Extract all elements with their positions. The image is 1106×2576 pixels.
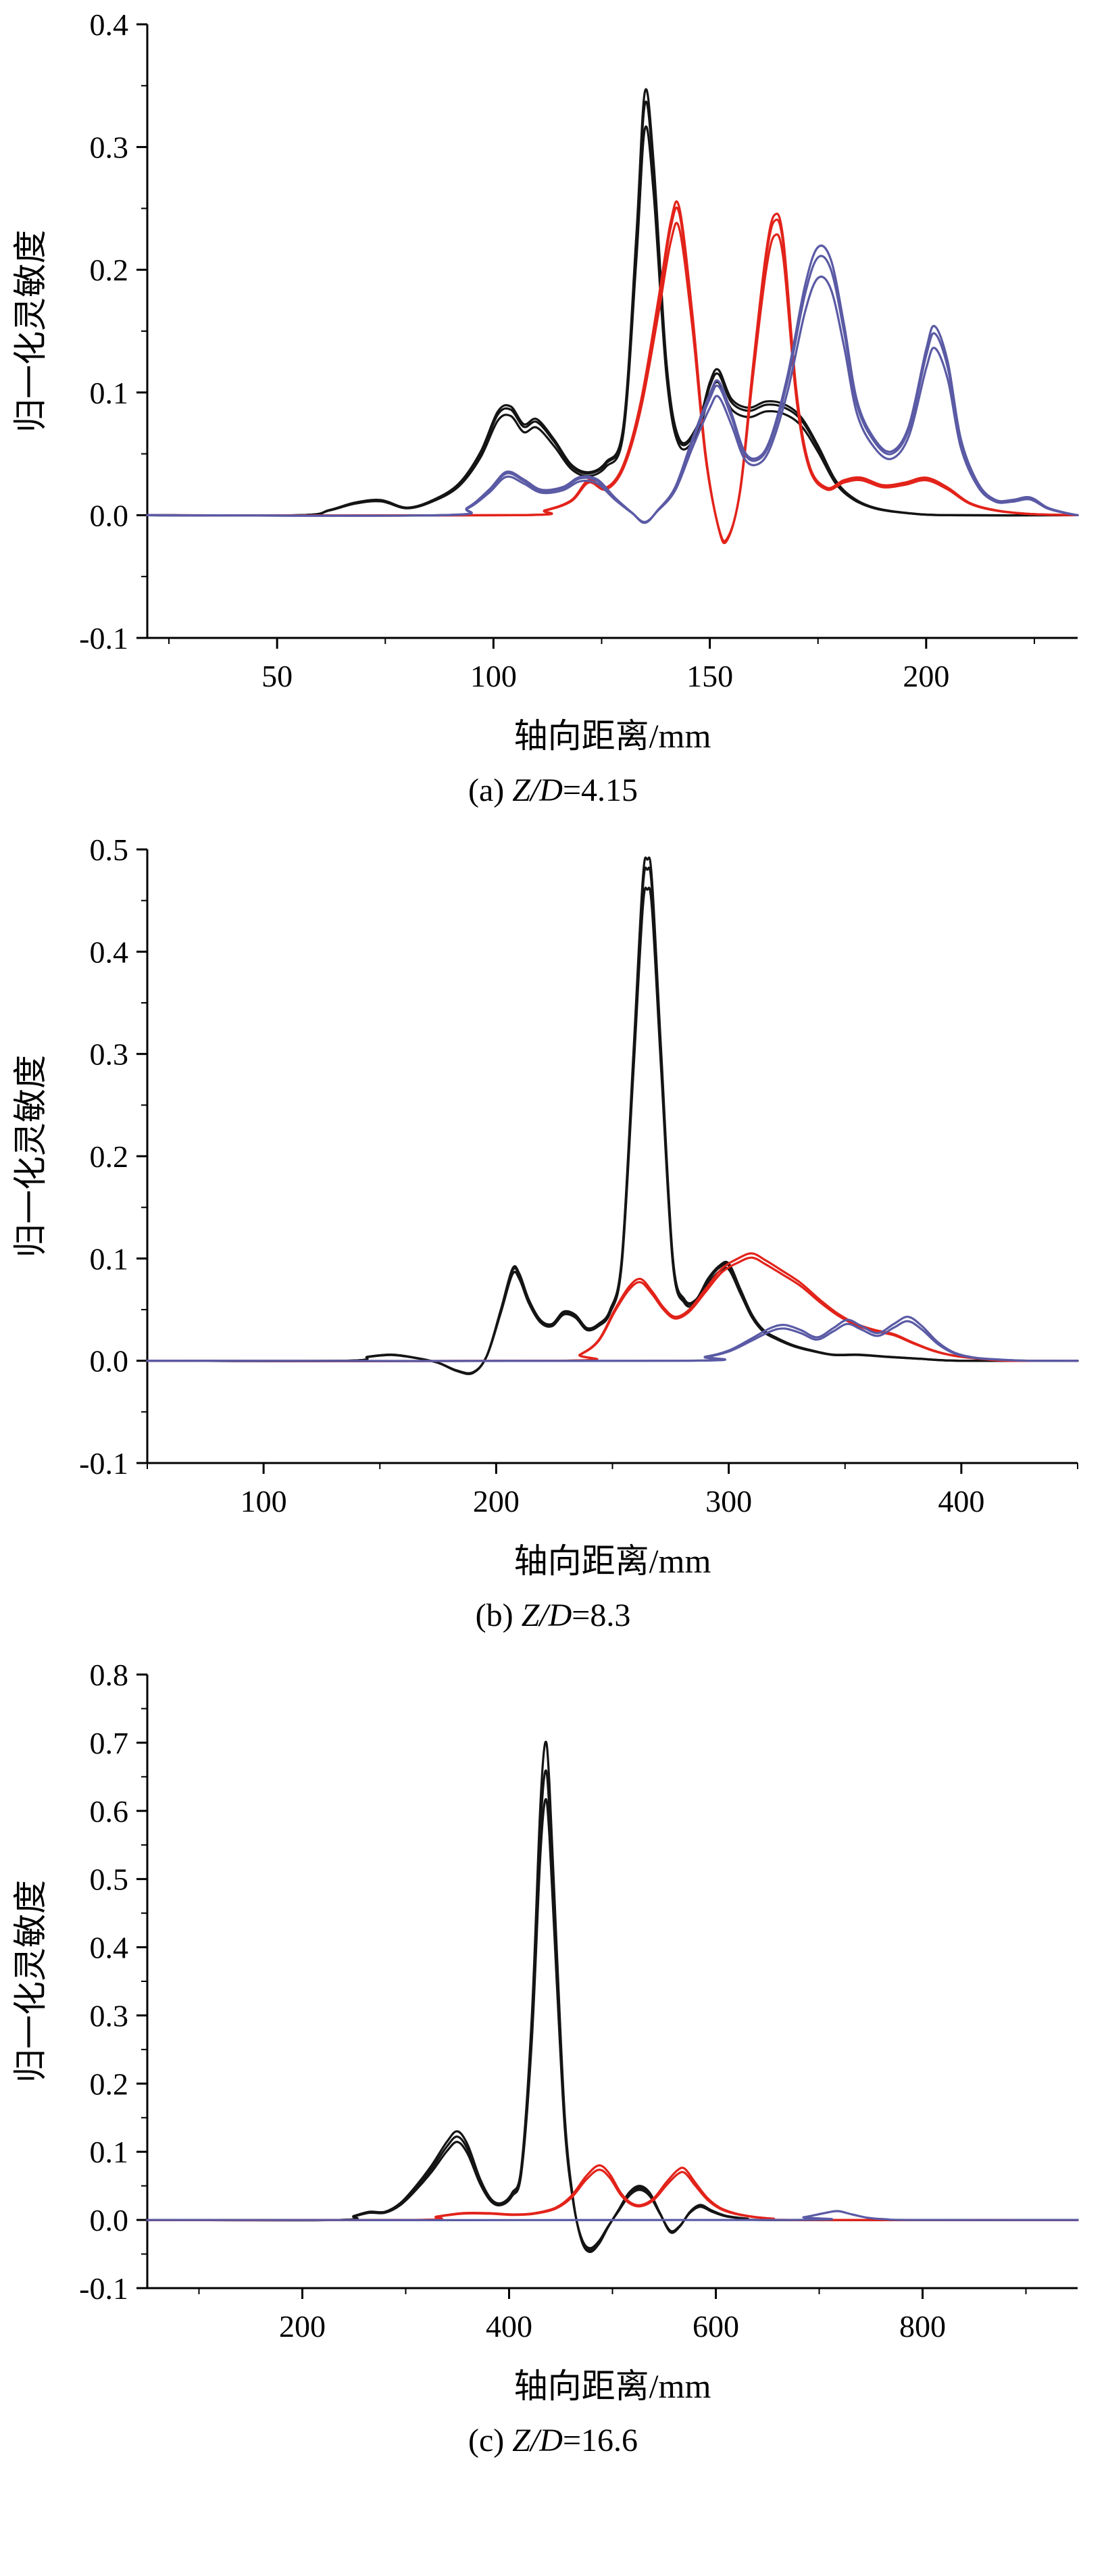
y-tick-label: 0.5: [90, 833, 129, 867]
chart-c: 200 400 600 800 -0.1 0.0 0.1 0.2 0.3 0.4 0.5 0.6 0.7…: [0, 1654, 1106, 2431]
y-tick-label: 0.3: [90, 130, 129, 165]
series-black-curves: [146, 88, 1079, 517]
y-tick-label: 0.1: [90, 376, 129, 410]
y-tick-label: 0.7: [90, 1726, 129, 1760]
y-tick-label: 0.2: [90, 253, 129, 287]
chart-b: 100 200 300 400 -0.1 0.0 0.1 0.2 0.3 0.4 0.5 轴向距离/m…: [0, 829, 1106, 1606]
series-blue-curves: [146, 244, 1079, 524]
series-red-curves: [146, 2164, 1079, 2222]
series-red-curves: [146, 2169, 1079, 2222]
x-tick-label: 100: [470, 659, 517, 693]
caption-value: =4.15: [562, 772, 638, 808]
caption-prefix: (a): [468, 772, 513, 808]
caption-value: =8.3: [572, 1597, 631, 1633]
chart-panel-b: 100 200 300 400 -0.1 0.0 0.1 0.2 0.3 0.4 0.5 轴向距离/m…: [0, 829, 1106, 1634]
series-black-curves: [146, 100, 1079, 517]
x-tick-label: 150: [686, 659, 733, 693]
x-tick-label: 200: [473, 1484, 520, 1518]
y-axis-label: 归一化灵敏度: [11, 230, 49, 432]
y-tick-label: 0.4: [90, 935, 129, 969]
series-red-curves: [146, 1256, 1079, 1362]
y-tick-label: 0.6: [90, 1794, 129, 1829]
series-black-curves: [146, 866, 1079, 1375]
series-blue-curves: [146, 2210, 1079, 2222]
x-tick-label: 200: [903, 659, 949, 693]
x-axis-label: 轴向距离/mm: [514, 2367, 711, 2405]
caption-prefix: (c): [468, 2423, 513, 2458]
x-axis-label: 轴向距离/mm: [514, 1542, 711, 1580]
figure-three-panel-sensitivity: 50 100 150 200 -0.1 0.0 0.1 0.2 0.3 0.4 轴向距离/mm 归一化…: [0, 4, 1106, 2459]
chart-a-caption: (a) Z/D=4.15: [0, 772, 1106, 809]
chart-panel-a: 50 100 150 200 -0.1 0.0 0.1 0.2 0.3 0.4 轴向距离/mm 归一化…: [0, 4, 1106, 809]
y-axis-label: 归一化灵敏度: [11, 1880, 49, 2083]
y-tick-label: 0.3: [90, 1037, 129, 1072]
x-tick-label: 400: [486, 2309, 532, 2344]
series-red-curves: [146, 200, 1079, 545]
x-tick-label: 800: [899, 2309, 946, 2344]
series-red-curves: [146, 222, 1079, 543]
series-black-curves: [146, 1740, 1079, 2254]
series-black-curves: [146, 887, 1079, 1374]
x-tick-label: 50: [261, 659, 293, 693]
series-black-curves: [146, 1769, 1079, 2252]
caption-zd: Z/D: [512, 772, 563, 808]
series-black-curves: [146, 125, 1079, 517]
y-tick-label: 0.8: [90, 1658, 129, 1692]
x-tick-label: 100: [241, 1484, 287, 1518]
caption-value: =16.6: [562, 2423, 638, 2458]
x-tick-label: 200: [279, 2309, 326, 2344]
y-tick-label: 0.2: [90, 1139, 129, 1174]
chart-b-caption: (b) Z/D=8.3: [0, 1597, 1106, 1634]
y-tick-label: 0.5: [90, 1862, 129, 1897]
series-blue-curves: [146, 275, 1079, 523]
chart-c-caption: (c) Z/D=16.6: [0, 2422, 1106, 2459]
chart-panel-c: 200 400 600 800 -0.1 0.0 0.1 0.2 0.3 0.4 0.5 0.6 0.7…: [0, 1654, 1106, 2459]
y-axis-label: 归一化灵敏度: [11, 1055, 49, 1258]
y-tick-label: -0.1: [79, 621, 128, 655]
series-blue-curves: [146, 1316, 1079, 1362]
series-red-curves: [146, 206, 1079, 544]
x-axis-label: 轴向距离/mm: [514, 717, 711, 755]
y-tick-label: 0.1: [90, 1241, 129, 1276]
y-tick-label: -0.1: [79, 1446, 128, 1481]
y-tick-label: 0.2: [90, 2066, 129, 2101]
y-tick-label: 0.0: [90, 2203, 129, 2237]
series-black-curves: [146, 856, 1079, 1375]
y-tick-label: 0.4: [90, 7, 129, 42]
y-tick-label: 0.4: [90, 1931, 129, 1965]
caption-prefix: (b): [475, 1597, 522, 1633]
chart-a: 50 100 150 200 -0.1 0.0 0.1 0.2 0.3 0.4 轴向距离/mm 归一化…: [0, 4, 1106, 781]
caption-zd: Z/D: [521, 1597, 572, 1633]
x-tick-label: 300: [705, 1484, 752, 1518]
y-tick-label: 0.0: [90, 1344, 129, 1379]
y-tick-label: -0.1: [79, 2271, 128, 2306]
series-blue-curves: [146, 1320, 1079, 1362]
y-tick-label: 0.1: [90, 2135, 129, 2169]
x-tick-label: 600: [693, 2309, 739, 2344]
x-tick-label: 400: [938, 1484, 984, 1518]
y-tick-label: 0.0: [90, 498, 129, 532]
caption-zd: Z/D: [512, 2423, 563, 2458]
y-tick-label: 0.3: [90, 1998, 129, 2033]
